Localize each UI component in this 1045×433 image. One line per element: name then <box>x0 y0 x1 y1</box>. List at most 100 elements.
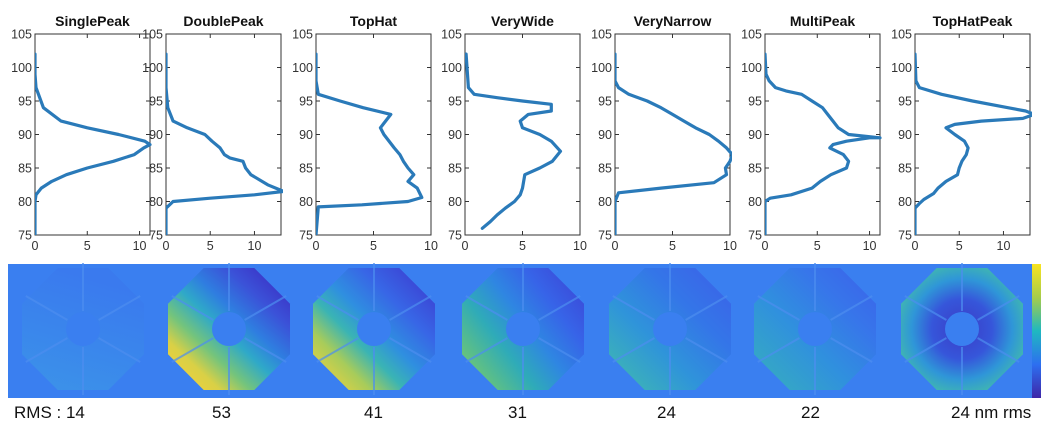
y-tick-label: 75 <box>898 229 912 243</box>
y-tick-label: 80 <box>448 195 462 209</box>
y-tick-label: 100 <box>891 61 912 75</box>
central-hole <box>506 312 540 346</box>
y-tick-label: 105 <box>11 28 32 42</box>
surface-map-1 <box>168 263 290 395</box>
x-tick-label: 10 <box>573 239 587 253</box>
axes-frame <box>34 33 151 236</box>
segment-gap <box>538 337 581 363</box>
y-tick-label: 100 <box>11 61 32 75</box>
y-tick-label: 105 <box>441 28 462 42</box>
surface-map-5 <box>754 263 876 395</box>
x-tick-label: 5 <box>956 239 963 253</box>
rms-label: 53 <box>212 403 231 422</box>
chart-title: VeryNarrow <box>634 13 712 29</box>
y-tick-label: 105 <box>891 28 912 42</box>
y-tick-label: 85 <box>748 162 762 176</box>
x-tick-label: 0 <box>32 239 39 253</box>
segment-gap <box>977 295 1020 321</box>
y-tick-label: 90 <box>748 128 762 142</box>
chart-title: DoublePeak <box>183 13 263 29</box>
y-tick-label: 95 <box>748 95 762 109</box>
y-tick-label: 95 <box>598 95 612 109</box>
rms-label: 24 nm rms <box>951 403 1032 422</box>
segment-gap <box>977 337 1020 363</box>
x-tick-label: 0 <box>462 239 469 253</box>
chart-panel-2: TopHat 75 80 85 90 95 100 105 0 5 10 <box>292 13 438 253</box>
rms-label: 24 <box>657 403 676 422</box>
y-tick-label: 85 <box>598 162 612 176</box>
series-line <box>465 52 563 230</box>
chart-title: VeryWide <box>491 13 554 29</box>
y-tick-label: 95 <box>299 95 313 109</box>
x-tick-label: 5 <box>669 239 676 253</box>
x-tick-label: 0 <box>762 239 769 253</box>
surface-map-3 <box>462 263 584 395</box>
y-tick-label: 105 <box>591 28 612 42</box>
surface-map-0 <box>22 263 144 395</box>
segment-gap <box>830 295 873 321</box>
segment-gap <box>757 295 800 321</box>
rms-label: 22 <box>801 403 820 422</box>
y-tick-label: 85 <box>18 162 32 176</box>
segment-gap <box>25 295 68 321</box>
chart-title: TopHatPeak <box>933 13 1013 29</box>
y-tick-label: 90 <box>598 128 612 142</box>
y-tick-label: 105 <box>142 28 163 42</box>
chart-title: MultiPeak <box>790 13 856 29</box>
axes-frame <box>764 33 881 236</box>
y-tick-label: 100 <box>441 61 462 75</box>
segment-gap <box>389 295 432 321</box>
chart-panel-6: TopHatPeak 75 80 85 90 95 100 105 0 5 10 <box>891 13 1032 253</box>
chart-panel-1: DoublePeak 75 80 85 90 95 100 105 0 5 10 <box>142 13 283 253</box>
y-tick-label: 90 <box>18 128 32 142</box>
segment-gap <box>316 337 359 363</box>
y-tick-label: 80 <box>898 195 912 209</box>
x-tick-label: 5 <box>84 239 91 253</box>
y-tick-label: 100 <box>741 61 762 75</box>
surface-map-4 <box>609 263 731 395</box>
x-tick-label: 0 <box>313 239 320 253</box>
y-tick-label: 100 <box>142 61 163 75</box>
y-tick-label: 75 <box>149 229 163 243</box>
y-tick-label: 80 <box>598 195 612 209</box>
segment-gap <box>389 337 432 363</box>
y-tick-label: 85 <box>149 162 163 176</box>
chart-title: TopHat <box>350 13 398 29</box>
x-tick-label: 0 <box>912 239 919 253</box>
chart-panel-3: VeryWide 75 80 85 90 95 100 105 0 5 10 <box>441 13 587 253</box>
y-tick-label: 95 <box>898 95 912 109</box>
surface-map-2 <box>313 263 435 395</box>
segment-gap <box>98 337 141 363</box>
x-tick-label: 5 <box>207 239 214 253</box>
central-hole <box>945 312 979 346</box>
x-tick-label: 10 <box>997 239 1011 253</box>
central-hole <box>798 312 832 346</box>
y-tick-label: 75 <box>598 229 612 243</box>
segment-gap <box>612 337 655 363</box>
rms-label: RMS : 14 <box>14 403 85 422</box>
segment-gap <box>171 337 214 363</box>
chart-panel-4: VeryNarrow 75 80 85 90 95 100 105 0 5 10 <box>591 13 737 253</box>
y-tick-label: 80 <box>149 195 163 209</box>
y-tick-label: 105 <box>292 28 313 42</box>
y-tick-label: 95 <box>149 95 163 109</box>
central-hole <box>66 312 100 346</box>
axes-frame <box>165 33 282 236</box>
segment-gap <box>685 337 728 363</box>
chart-panel-0: SinglePeak 75 80 85 90 95 100 105 0 5 10 <box>11 13 152 253</box>
segment-gap <box>612 295 655 321</box>
colorbar <box>1032 264 1041 398</box>
central-hole <box>357 312 391 346</box>
axes-frame <box>464 33 581 236</box>
segment-gap <box>538 295 581 321</box>
segment-gap <box>25 337 68 363</box>
central-hole <box>212 312 246 346</box>
segment-gap <box>465 337 508 363</box>
segment-gap <box>830 337 873 363</box>
rms-label: 41 <box>364 403 383 422</box>
series-line <box>166 52 283 235</box>
y-tick-label: 95 <box>448 95 462 109</box>
series-line <box>316 52 424 235</box>
